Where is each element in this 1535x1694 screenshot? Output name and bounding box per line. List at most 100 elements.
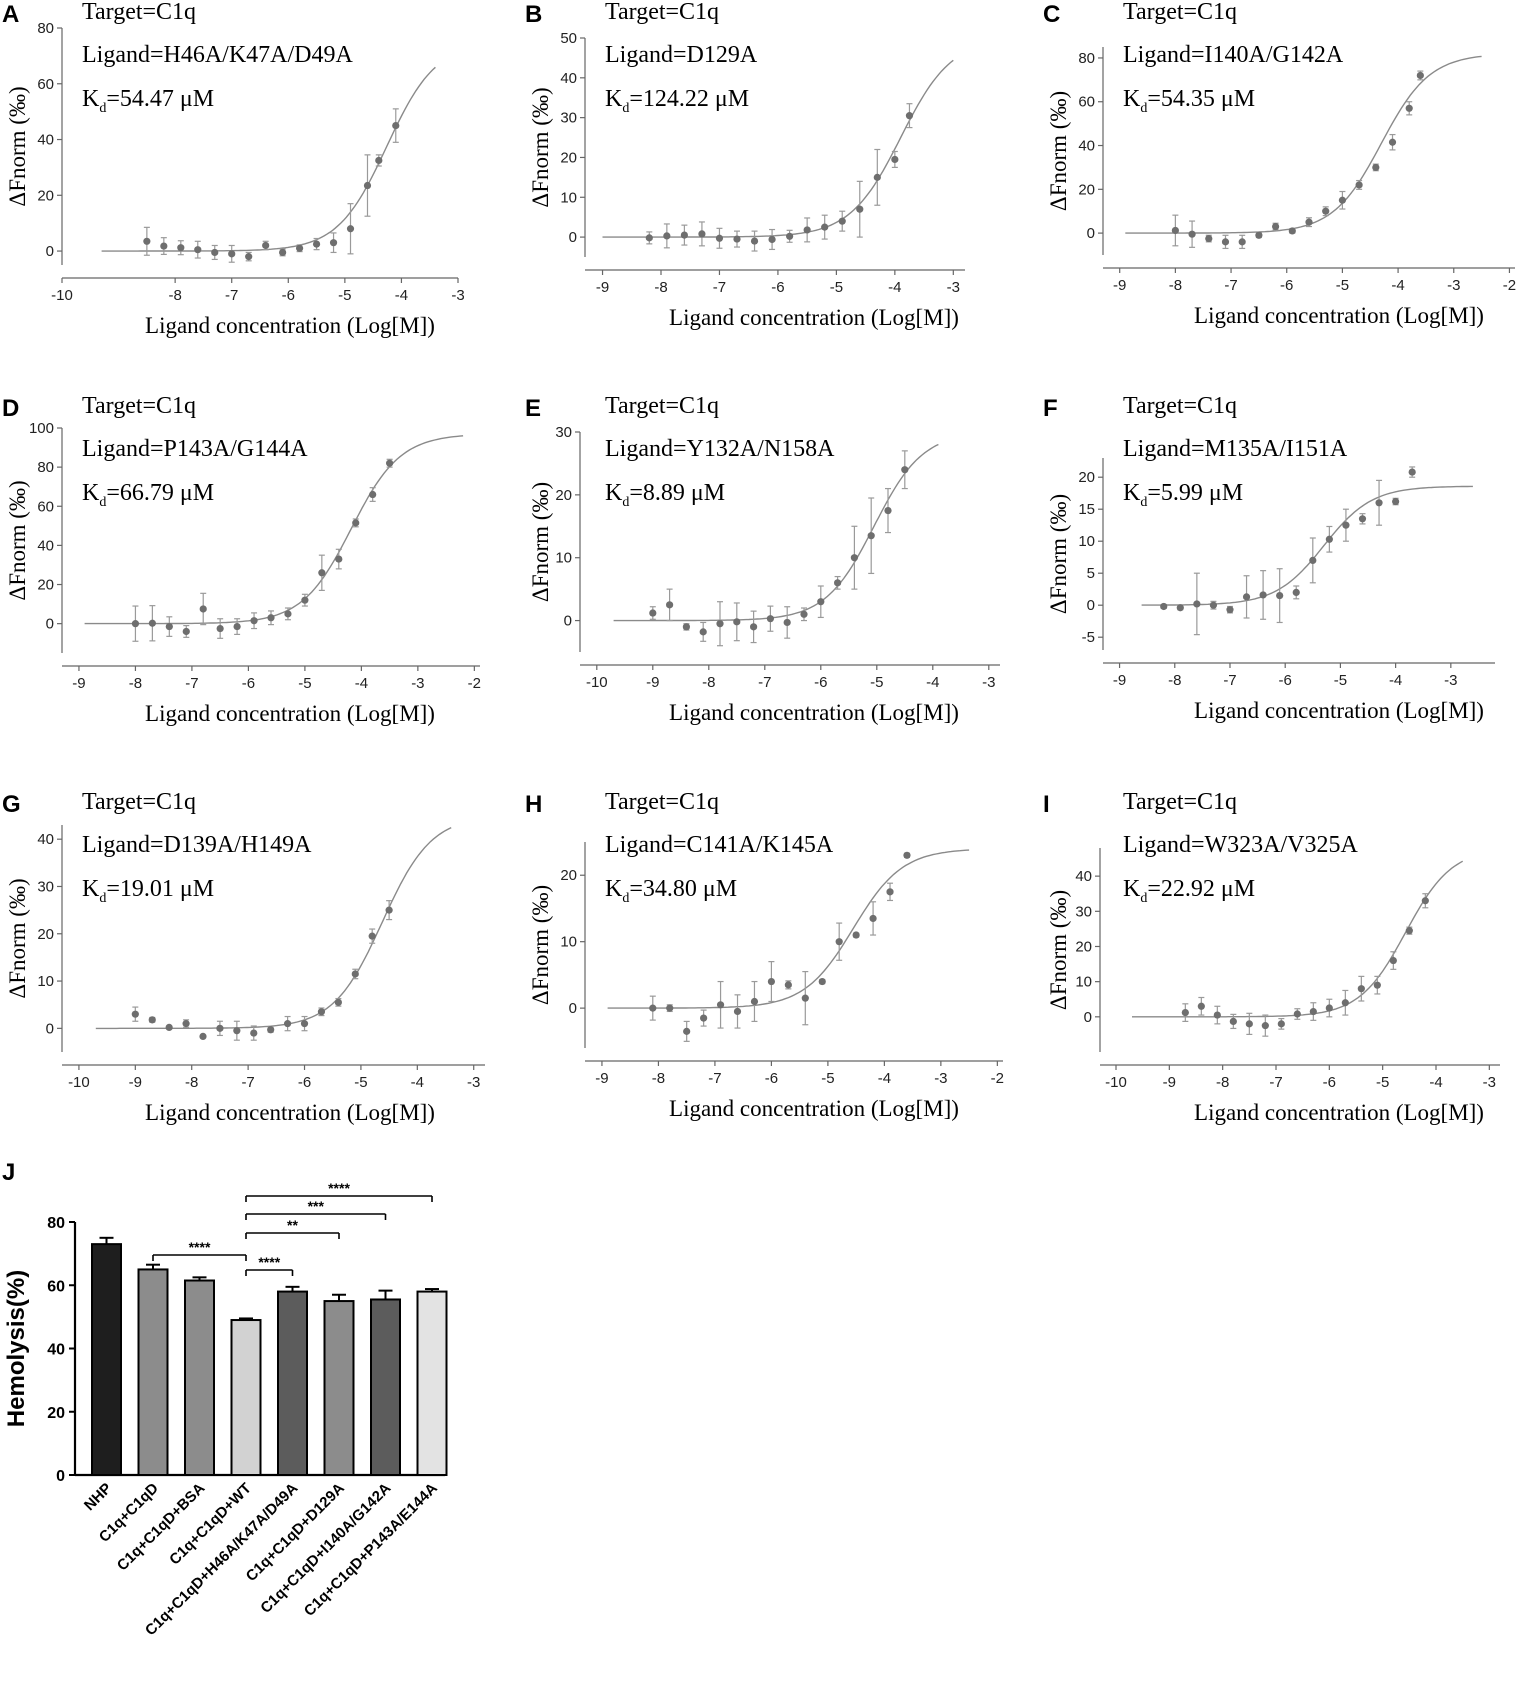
data-point (839, 218, 846, 225)
y-tick-label: 30 (555, 424, 572, 441)
x-tick-label: -8 (168, 287, 181, 304)
y-tick-label: 80 (37, 459, 54, 476)
data-point (819, 978, 826, 985)
panel-e: E0102030-10 -9 -8 -7 -6 -5 -4 -3Ligand concentr… (525, 393, 1000, 725)
data-point (166, 623, 173, 630)
bar (139, 1269, 168, 1475)
x-tick-label: -6 (765, 1070, 778, 1087)
kd-value: =22.92 μM (1147, 876, 1255, 902)
x-tick-label: -3 (934, 1070, 947, 1087)
data-point (750, 623, 757, 630)
x-tick-label: -3 (1444, 672, 1457, 689)
x-axis-label: Ligand concentration (Log[M]) (669, 1096, 959, 1121)
kd-symbol: K (1123, 86, 1141, 112)
annotation-ligand: Ligand=I140A/G142A (1123, 42, 1344, 68)
x-tick-label: -4 (878, 1070, 891, 1087)
data-point (234, 623, 241, 630)
x-axis-label: Ligand concentration (Log[M]) (1194, 698, 1484, 723)
annotation-target: Target=C1q (1123, 789, 1237, 815)
data-point (802, 995, 809, 1002)
kd-symbol: K (1123, 480, 1141, 506)
data-point (318, 569, 325, 576)
data-point (1422, 897, 1429, 904)
data-point (177, 244, 184, 251)
data-point (1390, 957, 1397, 964)
y-tick-label: 0 (1087, 225, 1095, 242)
y-axis-label: ΔFnorm (‰) (1046, 890, 1071, 1010)
x-tick-label: -3 (1447, 277, 1460, 294)
data-point (335, 555, 342, 562)
data-point (1339, 197, 1346, 204)
data-point (874, 174, 881, 181)
data-point (906, 112, 913, 119)
data-point (216, 1025, 223, 1032)
data-point (1406, 927, 1413, 934)
data-point (132, 1011, 139, 1018)
annotation-target: Target=C1q (82, 393, 196, 419)
y-tick-label: 60 (37, 76, 54, 93)
data-point (700, 1014, 707, 1021)
data-point (369, 491, 376, 498)
y-tick-label: 80 (1078, 50, 1095, 67)
kd-symbol: K (82, 86, 100, 112)
data-point (149, 1016, 156, 1023)
data-point (228, 250, 235, 257)
annotation-kd: Kd=66.79 μM (82, 480, 214, 510)
data-point (200, 605, 207, 612)
x-tick-label: -9 (1163, 1074, 1176, 1091)
annotation-ligand: Ligand=H46A/K47A/D49A (82, 42, 354, 68)
y-tick-label: 0 (46, 616, 54, 633)
data-point (891, 156, 898, 163)
x-tick-label: -4 (411, 1074, 424, 1091)
annotation-kd: Kd=22.92 μM (1123, 876, 1255, 906)
x-tick-label: -7 (1224, 277, 1237, 294)
data-point (1239, 238, 1246, 245)
x-axis-label: Ligand concentration (Log[M]) (669, 700, 959, 725)
panel-letter: C (1043, 1, 1060, 28)
fit-curve (85, 436, 464, 624)
bar (278, 1292, 307, 1475)
x-tick-label: -8 (1216, 1074, 1229, 1091)
kd-subscript: d (622, 101, 629, 116)
y-tick-label: 40 (37, 132, 54, 149)
y-tick-label: 0 (56, 1468, 65, 1485)
data-point (649, 609, 656, 616)
data-point (683, 623, 690, 630)
bar (325, 1301, 354, 1475)
x-tick-label: -3 (451, 287, 464, 304)
y-axis-label: ΔFnorm (‰) (528, 87, 553, 207)
data-point (1210, 602, 1217, 609)
x-tick-label: -4 (355, 675, 368, 692)
data-point (716, 620, 723, 627)
kd-subscript: d (1140, 891, 1147, 906)
data-point (767, 615, 774, 622)
x-tick-label: -7 (241, 1074, 254, 1091)
data-point (1177, 604, 1184, 611)
kd-value: =124.22 μM (629, 86, 749, 112)
data-point (352, 970, 359, 977)
data-point (666, 601, 673, 608)
y-tick-label: 20 (1075, 938, 1092, 955)
kd-subscript: d (99, 101, 106, 116)
data-point (1214, 1011, 1221, 1018)
data-point (786, 233, 793, 240)
data-point (1406, 105, 1413, 112)
data-point (1246, 1020, 1253, 1027)
y-tick-label: 0 (564, 613, 572, 630)
data-point (804, 226, 811, 233)
x-tick-label: -9 (1113, 277, 1126, 294)
x-tick-label: -4 (1391, 277, 1404, 294)
annotation-kd: Kd=19.01 μM (82, 876, 214, 906)
category-label: C1q+C1qD+WT (166, 1480, 255, 1569)
y-tick-label: 20 (37, 926, 54, 943)
x-tick-label: -7 (713, 279, 726, 296)
x-tick-label: -8 (654, 279, 667, 296)
data-point (817, 598, 824, 605)
y-tick-label: -5 (1082, 629, 1095, 646)
x-tick-label: -7 (225, 287, 238, 304)
data-point (733, 235, 740, 242)
y-tick-label: 40 (37, 831, 54, 848)
data-point (375, 157, 382, 164)
y-tick-label: 10 (555, 550, 572, 567)
y-axis-label: Hemolysis(%) (3, 1270, 30, 1427)
